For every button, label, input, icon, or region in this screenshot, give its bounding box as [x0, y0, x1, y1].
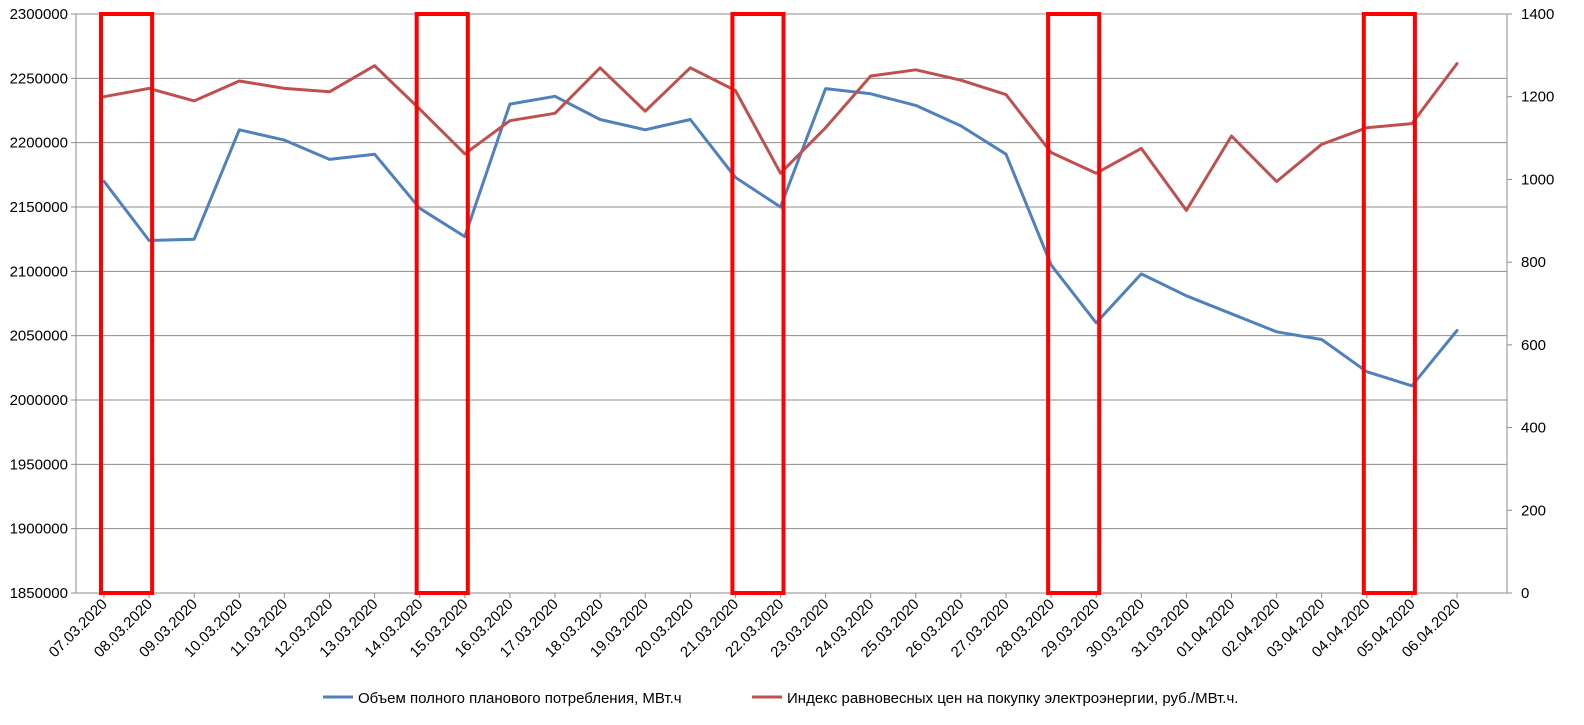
right-tick-label: 400 — [1521, 420, 1546, 437]
weekend-highlights — [99, 12, 1417, 595]
left-tick-label: 1900000 — [10, 521, 68, 538]
right-tick-label: 600 — [1521, 337, 1546, 354]
highlight-box — [1361, 12, 1417, 595]
right-tick-label: 1400 — [1521, 6, 1554, 23]
axes — [75, 14, 1508, 594]
right-tick-label: 800 — [1521, 254, 1546, 271]
left-tick-label: 2250000 — [10, 70, 68, 87]
left-tick-label: 2000000 — [10, 392, 68, 409]
right-tick-label: 0 — [1521, 585, 1529, 602]
left-tick-label: 1950000 — [10, 456, 68, 473]
right-tick-label: 200 — [1521, 502, 1546, 519]
highlight-box — [1046, 12, 1102, 595]
highlight-box — [99, 12, 155, 595]
right-tick-label: 1200 — [1521, 89, 1554, 106]
legend-label-consumption: Объем полного планового потребления, МВт… — [358, 690, 682, 707]
left-tick-label: 2100000 — [10, 263, 68, 280]
highlight-box — [730, 12, 786, 595]
left-tick-label: 2300000 — [10, 6, 68, 23]
left-axis-ticks: 1850000 1900000 1950000 2000000 2050000 21000… — [10, 6, 76, 602]
gridlines — [76, 13, 1507, 594]
right-tick-label: 1000 — [1521, 171, 1554, 188]
series-lines — [102, 62, 1459, 388]
left-tick-label: 2050000 — [10, 328, 68, 345]
right-axis-ticks: 0 200 400 600 800 1000 1200 1400 — [1507, 6, 1554, 602]
series-line-consumption — [102, 87, 1459, 388]
x-axis-ticks: 07.03.202008.03.202009.03.202010.03.2020… — [46, 593, 1464, 661]
left-tick-label: 2200000 — [10, 135, 68, 152]
legend-label-price: Индекс равновесных цен на покупку электр… — [787, 690, 1238, 707]
left-tick-label: 2150000 — [10, 199, 68, 216]
legend: Объем полного планового потребления, МВт… — [323, 690, 1238, 707]
series-line-price — [102, 62, 1459, 212]
left-tick-label: 1850000 — [10, 585, 68, 602]
highlight-box — [414, 12, 470, 595]
